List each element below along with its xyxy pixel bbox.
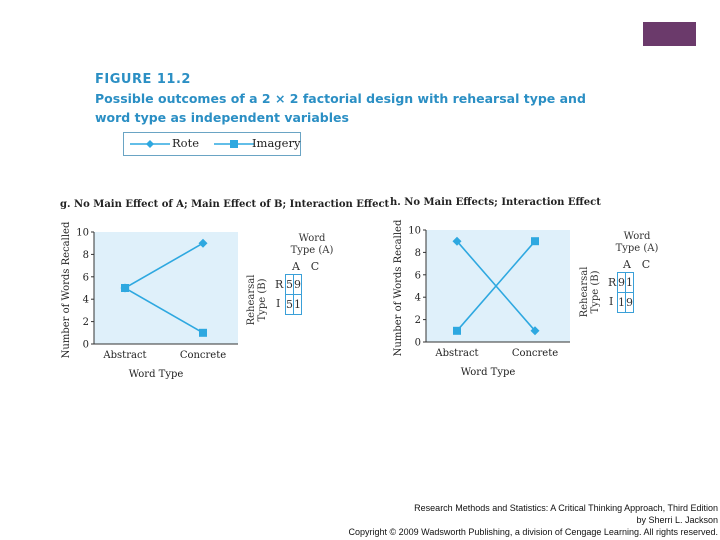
chart-h-y-tick-label-2: 4 (415, 293, 421, 304)
panel-g-col-c: C (310, 260, 320, 273)
panel-h-row-i: I (609, 295, 614, 308)
chart-g-rote-point-1 (198, 238, 208, 248)
chart-h-y-tick-label-5: 10 (408, 226, 421, 237)
chart-h-y-tick-label-3: 6 (415, 270, 421, 281)
panel-h-cell-i-a: 1 (617, 292, 626, 313)
panel-h-col-a: A (623, 258, 631, 271)
legend-imagery-label: Imagery (252, 136, 301, 150)
panel-g-row-title: Rehearsal Type (B) (246, 265, 270, 335)
panel-h-cell-r-c: 1 (625, 272, 634, 293)
panel-h-row-r: R (608, 276, 617, 289)
panel-g-cell-i-a: 5 (285, 294, 294, 315)
chart-g-imagery-point-1 (199, 328, 207, 337)
chart-g-y-tick-label-0: 0 (83, 340, 89, 351)
chart-g-y-tick-label-3: 6 (83, 272, 89, 283)
chart-g-y-tick-label-4: 8 (83, 250, 89, 261)
corner-accent-block (643, 22, 696, 46)
chart-g-y-tick-label-2: 4 (83, 295, 89, 306)
chart-h-imagery-point-0 (453, 326, 461, 335)
chart-g-y-tick-label-1: 2 (83, 317, 89, 328)
panel-h-cell-i-c: 9 (625, 292, 634, 313)
legend-rote-diamond-icon (146, 140, 154, 148)
chart-h-rote-point-0 (452, 236, 462, 246)
panel-g-row-r: R (275, 278, 284, 291)
panel-g-cell-r-a: 5 (285, 274, 294, 295)
chart-h-x-tick-label-1: Concrete (512, 348, 558, 359)
panel-h-col-title-1: Word (623, 231, 651, 242)
panel-g-title: g. No Main Effect of A; Main Effect of B… (60, 199, 390, 210)
chart-h-x-tick-label-0: Abstract (434, 348, 478, 359)
panel-g-row-title-2: Type (B) (257, 278, 268, 322)
panel-g-col-title-2: Type (A) (290, 245, 334, 256)
panel-h-row-title-2: Type (B) (590, 270, 601, 314)
panel-h-row-title: Rehearsal Type (B) (579, 257, 603, 327)
legend: Rote Imagery (123, 132, 301, 156)
credit-book-title: Research Methods and Statistics: A Criti… (414, 503, 718, 513)
panel-g-row-i: I (276, 297, 281, 310)
chart-g-imagery-point-0 (121, 284, 129, 292)
chart-h-series-imagery-line (456, 240, 536, 332)
chart-h-y-tick-label-0: 0 (415, 338, 421, 349)
panel-g-cell-i-c: 1 (293, 294, 302, 315)
panel-g-row-title-1: Rehearsal (246, 274, 257, 326)
chart-h-plot-area (426, 230, 570, 342)
chart-h-y-tick-label-4: 8 (415, 248, 421, 259)
panel-g-col-a: A (292, 260, 300, 273)
chart-h-y-axis-label: Number of Words Recalled (393, 219, 404, 356)
panel-h-row-title-1: Rehearsal (579, 266, 590, 318)
chart-h-rote-point-1 (530, 326, 540, 336)
chart-g-series-rote-line (124, 242, 204, 289)
figure-caption: Possible outcomes of a 2 × 2 factorial d… (95, 91, 586, 125)
chart-g-y-tick-label-5: 10 (76, 228, 89, 239)
panel-h-cells: 9 1 1 9 (617, 272, 634, 313)
panel-h-title: h. No Main Effects; Interaction Effect (390, 197, 601, 208)
legend-rote-label: Rote (172, 136, 200, 150)
credit-copyright: Copyright © 2009 Wadsworth Publishing, a… (348, 527, 718, 537)
chart-g-series-imagery-line (124, 287, 204, 334)
credit-author: by Sherri L. Jackson (636, 515, 718, 525)
panel-g-col-title-1: Word (298, 233, 326, 244)
chart-h-y-tick-label-1: 2 (415, 315, 421, 326)
chart-g-x-tick-label-0: Abstract (102, 350, 146, 361)
panel-h-col-title-2: Type (A) (615, 243, 659, 254)
panel-h-cell-r-a: 9 (617, 272, 626, 293)
panel-g-cell-r-c: 9 (293, 274, 302, 295)
chart-g-plot-area (94, 232, 238, 344)
legend-imagery-square-icon (230, 140, 238, 148)
chart-h-x-axis-label: Word Type (461, 367, 516, 378)
panel-h-col-c: C (641, 258, 651, 271)
panel-g-cells: 5 9 5 1 (285, 274, 302, 315)
chart-h: 0 2 4 6 8 10 Abstract Concrete Word Type Number o… (393, 219, 570, 378)
chart-g-y-axis-label: Number of Words Recalled (61, 221, 72, 358)
legend-swatches (130, 140, 254, 148)
chart-g: 0 2 4 6 8 10 Abstract Concrete Word Type Number o… (61, 221, 238, 380)
figure-label: FIGURE 11.2 (95, 72, 191, 87)
chart-g-x-axis-label: Word Type (129, 369, 184, 380)
chart-h-imagery-point-1 (531, 237, 539, 246)
chart-g-x-tick-label-1: Concrete (180, 350, 226, 361)
